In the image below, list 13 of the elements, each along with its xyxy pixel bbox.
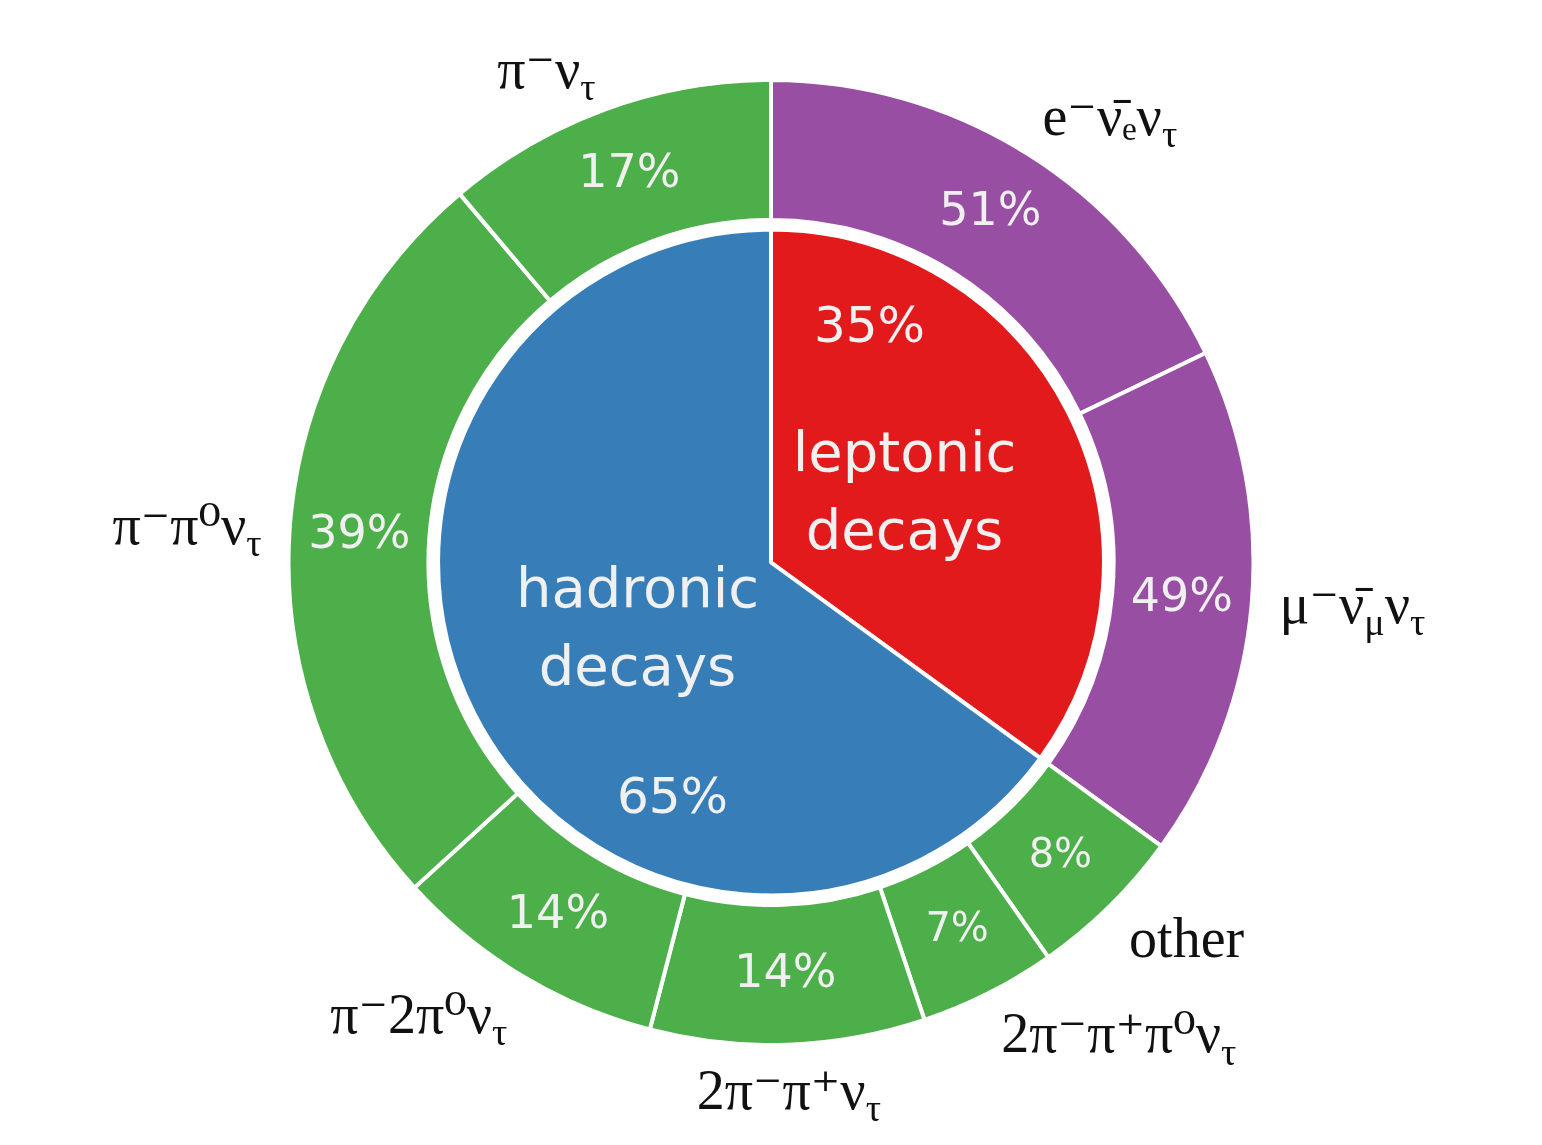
slice-label: other (1129, 906, 1245, 969)
data-label: 39% (308, 504, 411, 559)
data-label: 17% (578, 144, 681, 199)
slice-label: leptonic decays (792, 419, 1017, 563)
data-label: 14% (734, 943, 837, 998)
data-label: 65% (616, 767, 729, 826)
data-label: 14% (506, 884, 610, 939)
data-label: 49% (1130, 568, 1234, 623)
data-label: 8% (1028, 829, 1093, 876)
data-label: 7% (925, 904, 989, 951)
data-label: 35% (813, 296, 926, 355)
slice-label: hadronic decays (515, 555, 760, 699)
data-label: 51% (939, 182, 1042, 237)
